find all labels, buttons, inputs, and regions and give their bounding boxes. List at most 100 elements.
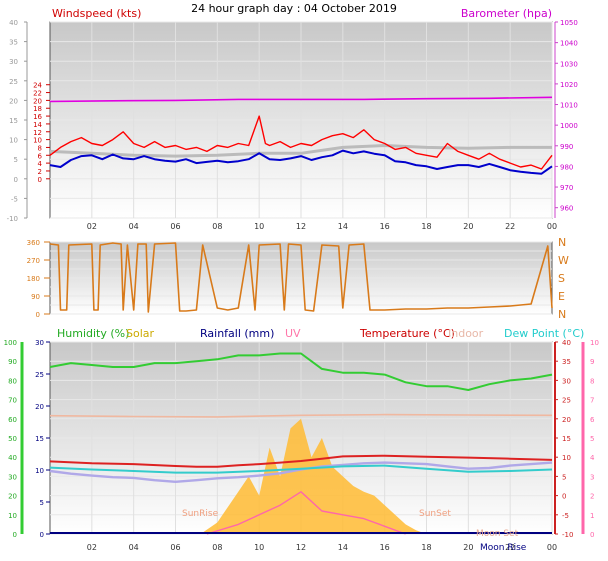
legend-solar: Solar (126, 327, 155, 340)
temp-x-tick-label: 06 (170, 543, 180, 552)
temperature-line (49, 454, 553, 468)
indoor-temperature-line (49, 413, 553, 418)
wind-inner-tick-label: 8 (38, 144, 42, 152)
legend-humidity: Humidity (%) (57, 327, 129, 340)
temperature-tick-label: -5 (562, 512, 569, 520)
rainfall-tick-label: 25 (35, 371, 44, 379)
wind-left-tick-label: 40 (9, 19, 18, 27)
legend-uv: UV (285, 327, 301, 340)
temp-x-tick-label: 20 (463, 543, 473, 552)
compass-label: N (558, 236, 566, 249)
uv-tick-label: 2 (590, 493, 594, 501)
wind-left-tick-label: 30 (9, 58, 18, 66)
temperature-tick-label: 25 (562, 397, 571, 405)
wind-inner-tick-label: 24 (33, 82, 42, 90)
wind-x-tick-label: 16 (380, 222, 390, 231)
humidity-tick-label: 20 (8, 493, 17, 501)
temp-x-tick-label: 14 (338, 543, 348, 552)
wind-x-tick-label: 10 (254, 222, 264, 231)
direction-ticks: 0 90 180 270 360 (27, 239, 50, 319)
uv-tick-label: 5 (590, 435, 594, 443)
wind-left-tick-label: 35 (9, 39, 18, 47)
temp-x-tick-label: 02 (87, 543, 97, 552)
humidity-tick-label: 40 (8, 454, 17, 462)
wind-inner-tick-label: 12 (33, 129, 42, 137)
wind-x-ticks: 02 04 06 08 10 12 14 16 18 20 22 00 (87, 222, 557, 231)
temperature-tick-label: 5 (562, 473, 566, 481)
wind-inner-tick-label: 14 (33, 121, 42, 129)
sunset-label: SunSet (419, 509, 451, 519)
wind-x-tick-label: 02 (87, 222, 97, 231)
direction-tick-label: 360 (27, 239, 40, 247)
wind-inner-tick-label: 0 (38, 176, 42, 184)
wind-left-tick-label: -10 (7, 215, 18, 223)
uv-tick-label: 7 (590, 397, 594, 405)
moonrise-label: Moon Rise (480, 543, 527, 553)
compass-label: N (558, 308, 566, 321)
legend-dewpoint: Dew Point (°C) (504, 327, 584, 340)
wind-left-tick-label: 25 (9, 78, 18, 86)
wind-x-tick-label: 12 (296, 222, 306, 231)
sunrise-label: SunRise (182, 509, 219, 519)
wind-left-tick-label: 20 (9, 97, 18, 105)
uv-tick-label: 10 (590, 339, 599, 347)
barometer-tick-label: 1000 (560, 122, 578, 130)
rainfall-ticks: 0 5 10 15 20 25 30 (35, 339, 50, 539)
temp-x-tick-label: 22 (505, 543, 515, 552)
compass-label: S (558, 272, 565, 285)
compass-label: W (558, 254, 569, 267)
temp-x-ticks: 02 04 06 08 10 12 14 16 18 20 22 00 (87, 543, 557, 552)
wind-inner-tick-label: 6 (38, 152, 43, 160)
moonset-label: Moon Set (476, 529, 519, 539)
wind-left-tick-label: 5 (14, 156, 18, 164)
wind-inner-tick-label: 2 (38, 168, 42, 176)
wind-x-tick-label: 14 (338, 222, 348, 231)
barometer-axis-label: Barometer (hpa) (461, 7, 552, 20)
wind-inner-tick-label: 22 (33, 90, 42, 98)
wind-inner-tick-label: 16 (33, 113, 42, 121)
compass-label: E (558, 290, 565, 303)
temperature-tick-label: 30 (562, 377, 571, 385)
graph-title: 24 hour graph day : 04 October 2019 (191, 2, 397, 15)
wind-x-tick-label: 04 (129, 222, 139, 231)
wind-average-line (49, 144, 552, 158)
humidity-tick-label: 10 (8, 512, 17, 520)
wind-left-tick-label: 10 (9, 137, 18, 145)
rainfall-tick-label: 0 (40, 531, 44, 539)
wind-x-tick-label: 18 (421, 222, 431, 231)
wind-series (49, 96, 553, 175)
barometer-tick-label: 1020 (560, 81, 578, 89)
wind-x-tick-label: 00 (547, 222, 557, 231)
temp-x-tick-label: 12 (296, 543, 306, 552)
wind-axis-label: Windspeed (kts) (52, 7, 141, 20)
direction-tick-label: 270 (27, 257, 40, 265)
temperature-ticks: -10 -5 0 5 10 15 20 25 30 35 40 (555, 339, 573, 539)
barometer-tick-label: 960 (560, 205, 573, 213)
temp-panel: Humidity (%) Solar Rainfall (mm) UV Temp… (4, 327, 599, 553)
uv-tick-label: 1 (590, 512, 594, 520)
direction-tick-label: 0 (36, 311, 40, 319)
temperature-tick-label: 10 (562, 454, 571, 462)
uv-tick-label: 0 (590, 531, 594, 539)
rainfall-tick-label: 10 (35, 467, 44, 475)
wind-left-tick-label: 0 (14, 176, 18, 184)
wind-x-tick-label: 06 (170, 222, 180, 231)
uv-line (206, 491, 406, 535)
humidity-line (49, 352, 553, 391)
humidity-tick-label: 50 (8, 435, 17, 443)
uv-ticks: 0 1 2 3 4 5 6 7 8 9 10 (590, 339, 599, 539)
temperature-tick-label: -10 (562, 531, 573, 539)
temperature-tick-label: 40 (562, 339, 571, 347)
temp-x-tick-label: 04 (129, 543, 139, 552)
humidity-tick-label: 100 (4, 339, 17, 347)
humidity-tick-label: 30 (8, 473, 17, 481)
wind-left-ticks: -10 -5 0 5 10 15 20 25 30 35 40 (7, 19, 27, 223)
uv-tick-label: 6 (590, 416, 595, 424)
wind-x-tick-label: 22 (505, 222, 515, 231)
dewpoint-line (49, 464, 553, 474)
temp-series (49, 352, 553, 535)
humidity-tick-label: 90 (8, 358, 17, 366)
wind-direction-line (49, 242, 553, 313)
